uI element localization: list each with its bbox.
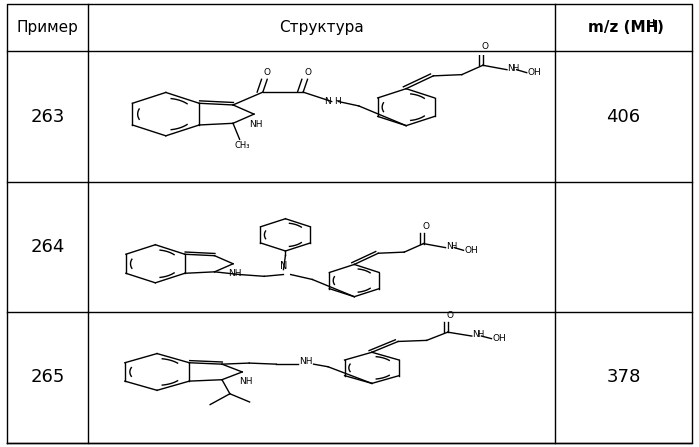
Text: OH: OH (528, 68, 542, 77)
Text: N: N (446, 242, 453, 251)
Text: 378: 378 (606, 368, 641, 386)
Text: +: + (649, 17, 658, 28)
Text: H: H (512, 64, 519, 73)
Text: O: O (264, 68, 271, 77)
Text: OH: OH (465, 246, 479, 255)
Text: N: N (324, 97, 331, 106)
Text: H: H (477, 330, 484, 339)
Text: NH: NH (299, 358, 312, 367)
Text: Структура: Структура (279, 21, 363, 35)
Text: O: O (422, 222, 429, 231)
Text: H: H (334, 97, 340, 106)
Text: NH: NH (239, 377, 252, 386)
Text: OH: OH (493, 334, 507, 343)
Text: CH₃: CH₃ (234, 141, 250, 150)
Text: O: O (447, 311, 454, 320)
Text: m/z (MH: m/z (MH (589, 21, 658, 35)
Text: O: O (482, 42, 489, 51)
Text: N: N (280, 261, 287, 271)
Text: NH: NH (229, 269, 242, 278)
Text: 264: 264 (30, 238, 64, 256)
Text: H: H (450, 242, 456, 251)
Text: Пример: Пример (17, 21, 78, 35)
Text: 263: 263 (30, 108, 64, 126)
Text: N: N (473, 330, 479, 339)
Text: NH: NH (250, 119, 263, 129)
Text: N: N (507, 64, 514, 73)
Text: 406: 406 (607, 108, 640, 126)
Text: 265: 265 (30, 368, 64, 386)
Text: O: O (304, 68, 311, 77)
Text: ): ) (656, 21, 663, 35)
